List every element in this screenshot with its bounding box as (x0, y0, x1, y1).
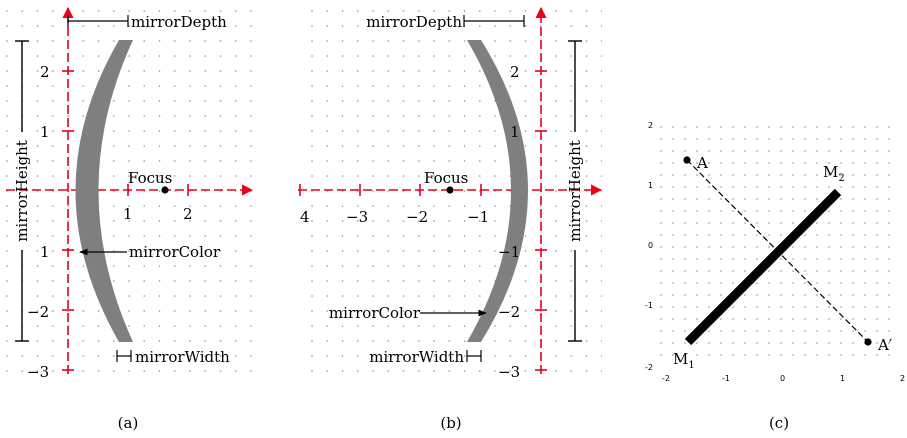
panel-b-caption: (b) (440, 414, 461, 432)
panel-c-x-tick-label: -1 (722, 374, 730, 383)
panel-b-focus-label: Focus (424, 169, 468, 187)
panel-a-mirror-height-label: mirrorHeight (13, 140, 31, 242)
panel-c-m2-subscript: 2 (838, 173, 844, 184)
panel-c-y-tick-label: 2 (648, 121, 653, 130)
panel-b-width-dimension (466, 350, 482, 362)
panel-c-mirror-end-m2-label: M2 (823, 163, 845, 184)
panel-c-y-tick-label: 1 (648, 181, 653, 190)
panel-a-axis-ticks (62, 70, 189, 371)
panel-a-x-tick-label: 1 (123, 205, 133, 223)
panel-b-height-dimension (568, 40, 582, 342)
panel-a-mirror-color-label: mirrorColor (129, 243, 221, 261)
panel-a-x-tick-label: 2 (183, 205, 193, 223)
panel-a-width-dimension (116, 350, 132, 362)
panel-c-point-a-prime (864, 338, 872, 346)
panel-c-m1-letter: M (673, 350, 688, 368)
panel-b-x-tick-label: −1 (467, 208, 489, 226)
panel-c-y-tick-label: -1 (645, 301, 653, 310)
panel-a-y-tick-label: −2 (27, 303, 49, 321)
panel-c-x-tick-label: 1 (840, 374, 845, 383)
panel-b-depth-dimension (463, 15, 525, 27)
panel-c-caption: (c) (769, 414, 789, 432)
panel-b-y-tick-label: 2 (510, 63, 520, 81)
panel-a-focus-point (161, 186, 169, 194)
panel-a-focus-label: Focus (128, 169, 172, 187)
panel-b-y-tick-label: 1 (510, 123, 520, 141)
panel-b-focus-point (446, 186, 454, 194)
panel-a-mirror-depth-label: mirrorDepth (131, 13, 227, 31)
panel-c: -2 -1 0 1 2 2 1 0 -1 -2 A A′ M2 M1 (c) (645, 121, 905, 432)
panel-c-point-a-label: A (696, 154, 708, 172)
panel-b-mirror-width-label: mirrorWidth (369, 348, 464, 366)
panel-c-m2-letter: M (823, 163, 838, 181)
panel-b-y-tick-label: −1 (498, 243, 520, 261)
panel-a-depth-dimension (67, 15, 129, 27)
panel-c-point-a-prime-label: A′ (877, 336, 893, 354)
panel-c-x-tick-label: 0 (780, 374, 785, 383)
panel-b-mirror-depth-label: mirrorDepth (366, 13, 462, 31)
panel-c-mirror-end-m1-label: M1 (673, 350, 695, 371)
panel-c-x-tick-label: 2 (900, 374, 905, 383)
panel-c-m1-subscript: 1 (688, 360, 694, 371)
panel-b-axis-ticks (299, 70, 547, 371)
panel-c-y-tick-label: 0 (648, 241, 653, 250)
panel-b-x-tick-label: −3 (346, 208, 368, 226)
panel-b-y-tick-label: −2 (498, 303, 520, 321)
panel-b-convex-mirror (467, 40, 528, 342)
panel-b-x-tick-label: −2 (406, 208, 428, 226)
panel-a-dot-grid (6, 10, 252, 374)
panel-c-point-a (683, 156, 691, 164)
panel-a-mirror-width-label: mirrorWidth (135, 348, 230, 366)
panel-a-y-tick-label: 1 (40, 123, 50, 141)
panel-a-y-tick-label: 1 (40, 243, 50, 261)
panel-b-mirror-height-label: mirrorHeight (566, 140, 584, 242)
panel-a-height-dimension (15, 40, 29, 342)
panel-b-y-tick-label: −3 (498, 363, 520, 381)
panel-c-x-tick-label: -2 (662, 374, 670, 383)
panel-a-concave-mirror (75, 40, 133, 342)
panel-a-y-tick-label: −3 (27, 363, 49, 381)
panel-c-y-tick-label: -2 (645, 363, 653, 372)
panel-b: Focus 4 −3 −2 −1 2 1 −1 −2 −3 mirrorDept… (298, 6, 603, 432)
panel-c-plane-mirror (684, 188, 842, 346)
panel-a-y-tick-label: 2 (40, 63, 50, 81)
panel-b-mirror-color-label: mirrorColor (329, 304, 421, 322)
panel-b-x-tick-label: 4 (300, 208, 310, 226)
panel-a: Focus 1 2 2 1 1 −2 −3 mirrorDepth mirror… (6, 6, 254, 432)
panel-a-caption: (a) (118, 414, 139, 432)
